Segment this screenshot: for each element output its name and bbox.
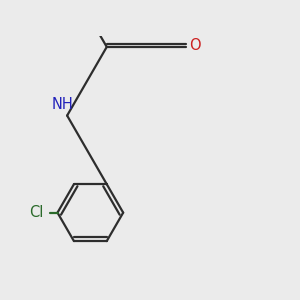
Text: NH: NH bbox=[52, 97, 74, 112]
Text: O: O bbox=[189, 38, 201, 53]
Text: Cl: Cl bbox=[29, 205, 44, 220]
